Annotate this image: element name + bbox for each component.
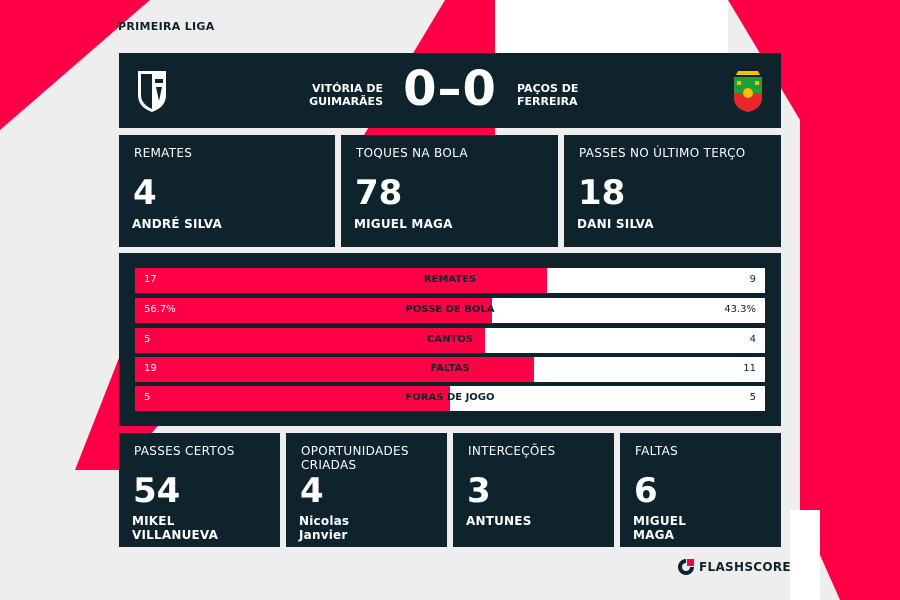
home-value: 5 bbox=[144, 334, 151, 345]
stat-card-toques-na-bola: TOQUES NA BOLA 78 MIGUEL MAGA bbox=[341, 135, 558, 247]
player-line-2: MAGA bbox=[633, 528, 675, 542]
home-team-line-2: GUIMARÃES bbox=[309, 95, 383, 108]
stat-card-player: ANTUNES bbox=[466, 514, 532, 528]
home-value: 19 bbox=[144, 363, 157, 374]
stat-card-value: 4 bbox=[300, 471, 324, 511]
stat-card-player: MIGUEL MAGA bbox=[633, 514, 686, 542]
away-value: 4 bbox=[749, 334, 756, 345]
home-team-line-1: VITÓRIA DE bbox=[311, 82, 383, 95]
stat-card-passes-certos: PASSES CERTOS 54 MIKEL VILLANUEVA bbox=[119, 433, 280, 547]
stat-card-faltas: FALTAS 6 MIGUEL MAGA bbox=[620, 433, 781, 547]
comparison-bar-foras-de-jogo: FORAS DE JOGO 5 5 bbox=[135, 386, 765, 411]
comparison-label: CANTOS bbox=[427, 334, 473, 345]
stat-card-oportunidades-criadas: OPORTUNIDADES CRIADAS 4 Nicolas Janvier bbox=[286, 433, 447, 547]
stat-card-title: PASSES CERTOS bbox=[134, 444, 235, 458]
home-team-name: VITÓRIA DE GUIMARÃES bbox=[309, 82, 383, 108]
comparison-label: FALTAS bbox=[430, 363, 470, 374]
home-share-fill bbox=[135, 357, 534, 382]
away-value: 11 bbox=[743, 363, 756, 374]
pacos-ferreira-crest-icon bbox=[734, 71, 762, 112]
flashscore-logo-icon bbox=[678, 559, 694, 575]
home-share-fill bbox=[135, 328, 486, 353]
away-value: 9 bbox=[749, 274, 756, 285]
match-score: 0–0 bbox=[403, 61, 497, 117]
home-share-fill bbox=[135, 298, 493, 323]
comparison-bar-remates: REMATES 17 9 bbox=[135, 268, 765, 293]
player-line-1: MIGUEL bbox=[633, 514, 687, 528]
flashscore-logo-text: FLASHSCORE bbox=[699, 560, 791, 574]
away-team-name: PAÇOS DE FERREIRA bbox=[517, 82, 578, 108]
away-value: 43.3% bbox=[724, 304, 756, 315]
stat-card-player: ANDRÉ SILVA bbox=[132, 217, 222, 231]
player-line-1: MIKEL bbox=[132, 514, 175, 528]
stat-card-title: INTERCEÇÕES bbox=[468, 444, 556, 458]
title-line-2: CRIADAS bbox=[301, 458, 357, 472]
stat-card-value: 54 bbox=[133, 471, 181, 511]
league-title: PRIMEIRA LIGA bbox=[118, 20, 215, 33]
home-value: 17 bbox=[144, 274, 157, 285]
stat-card-value: 78 bbox=[355, 173, 403, 213]
match-header: VITÓRIA DE GUIMARÃES 0–0 PAÇOS DE FERREI… bbox=[119, 53, 781, 128]
comparison-label: POSSE DE BOLA bbox=[405, 304, 495, 315]
stat-card-title: OPORTUNIDADES CRIADAS bbox=[301, 444, 409, 472]
away-team-line-2: FERREIRA bbox=[517, 95, 578, 108]
stat-card-title: PASSES NO ÚLTIMO TERÇO bbox=[579, 146, 746, 160]
home-value: 56.7% bbox=[144, 304, 176, 315]
home-share-fill bbox=[135, 386, 450, 411]
stat-card-remates: REMATES 4 ANDRÉ SILVA bbox=[119, 135, 335, 247]
stat-card-player: DANI SILVA bbox=[577, 217, 654, 231]
player-line-2: Janvier bbox=[299, 528, 348, 542]
title-line-1: OPORTUNIDADES bbox=[301, 444, 409, 458]
home-value: 5 bbox=[144, 392, 151, 403]
player-line-1: Nicolas bbox=[299, 514, 350, 528]
away-team-line-1: PAÇOS DE bbox=[517, 82, 579, 95]
stat-card-value: 6 bbox=[634, 471, 658, 511]
stat-card-value: 4 bbox=[133, 173, 157, 213]
stat-card-passes-ultimo-terco: PASSES NO ÚLTIMO TERÇO 18 DANI SILVA bbox=[564, 135, 781, 247]
stat-card-value: 18 bbox=[578, 173, 626, 213]
away-value: 5 bbox=[749, 392, 756, 403]
comparison-bar-cantos: CANTOS 5 4 bbox=[135, 328, 765, 353]
stat-card-player: MIGUEL MAGA bbox=[354, 217, 453, 231]
stat-card-title: FALTAS bbox=[635, 444, 679, 458]
vitoria-guimaraes-crest-icon bbox=[138, 71, 166, 112]
stat-card-player: MIKEL VILLANUEVA bbox=[132, 514, 218, 542]
stat-card-value: 3 bbox=[467, 471, 491, 511]
stat-card-player: Nicolas Janvier bbox=[299, 514, 349, 542]
comparison-bar-posse-de-bola: POSSE DE BOLA 56.7% 43.3% bbox=[135, 298, 765, 323]
player-line-1: ANTUNES bbox=[466, 514, 532, 528]
home-share-fill bbox=[135, 268, 548, 293]
comparison-bar-faltas: FALTAS 19 11 bbox=[135, 357, 765, 382]
team-comparison-panel: REMATES 17 9 POSSE DE BOLA 56.7% 43.3% C… bbox=[119, 253, 781, 426]
comparison-label: FORAS DE JOGO bbox=[405, 392, 495, 403]
stat-card-title: REMATES bbox=[134, 146, 193, 160]
stat-card-intercecoes: INTERCEÇÕES 3 ANTUNES bbox=[453, 433, 614, 547]
comparison-label: REMATES bbox=[423, 274, 477, 285]
player-line-2: VILLANUEVA bbox=[132, 528, 219, 542]
stat-card-title: TOQUES NA BOLA bbox=[356, 146, 468, 160]
